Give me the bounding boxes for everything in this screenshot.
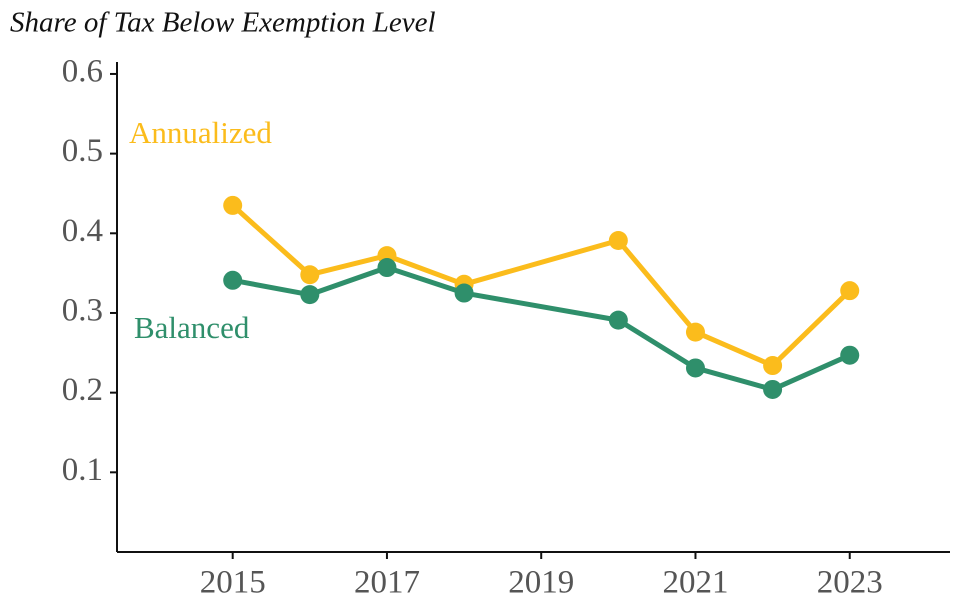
series-line xyxy=(232,265,851,392)
x-tick-label: 2015 xyxy=(200,565,266,601)
point xyxy=(223,270,243,290)
y-tick-label: 0.6 xyxy=(62,54,103,90)
point xyxy=(300,285,320,305)
x-tick-label: 2019 xyxy=(508,565,574,601)
series-line xyxy=(231,203,852,369)
y-tick-label: 0.3 xyxy=(62,293,103,329)
point xyxy=(377,258,397,278)
point xyxy=(454,283,474,303)
point xyxy=(608,310,628,330)
x-tick-label: 2021 xyxy=(662,565,728,601)
point xyxy=(300,265,320,285)
point xyxy=(840,281,860,301)
series-label: Annualized xyxy=(129,115,272,150)
x-tick-label: 2023 xyxy=(817,565,883,601)
point xyxy=(685,358,705,378)
point xyxy=(763,379,783,399)
y-tick-label: 0.2 xyxy=(62,372,103,408)
point xyxy=(840,345,860,365)
point xyxy=(763,356,783,376)
x-tick-label: 2017 xyxy=(354,565,420,601)
point xyxy=(608,230,628,250)
y-tick-label: 0.5 xyxy=(62,133,103,169)
point xyxy=(685,322,705,342)
point xyxy=(223,195,243,215)
series-label: Balanced xyxy=(134,310,250,345)
y-tick-label: 0.4 xyxy=(62,213,103,249)
y-tick-label: 0.1 xyxy=(62,452,103,488)
chart-title: Share of Tax Below Exemption Level xyxy=(10,7,436,39)
